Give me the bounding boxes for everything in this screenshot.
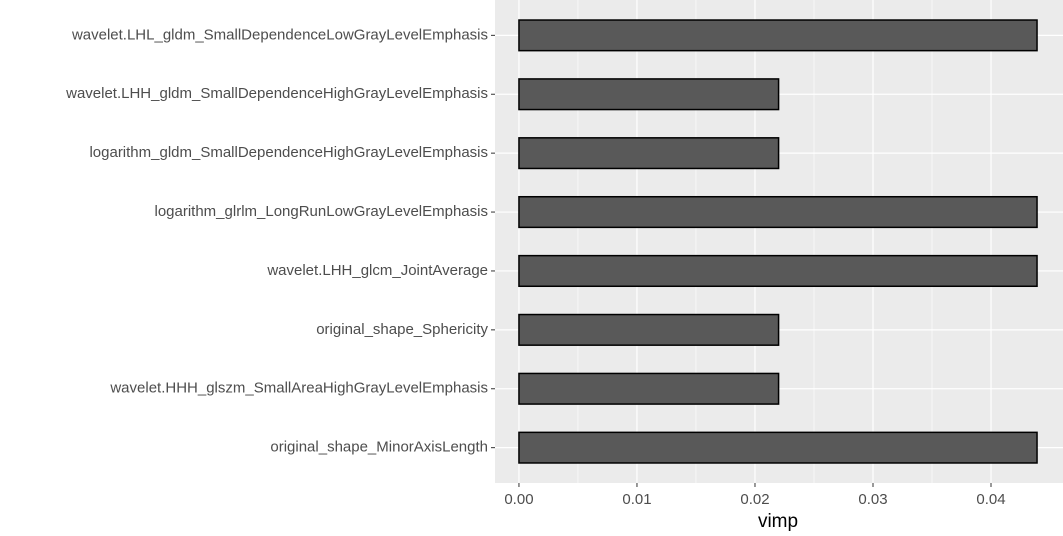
x-axis-title: vimp bbox=[758, 511, 798, 532]
y-tick-label: wavelet.LHL_gldm_SmallDependenceLowGrayL… bbox=[71, 26, 488, 43]
x-tick-label: 0.04 bbox=[976, 491, 1005, 508]
panel bbox=[495, 0, 1063, 483]
y-tick-label: logarithm_gldm_SmallDependenceHighGrayLe… bbox=[89, 144, 488, 161]
bar bbox=[518, 431, 1038, 464]
x-tick-label: 0.00 bbox=[504, 491, 533, 508]
bar bbox=[518, 19, 1038, 52]
x-tick-label: 0.01 bbox=[622, 491, 651, 508]
bar bbox=[518, 137, 780, 170]
y-tick-label: wavelet.HHH_glszm_SmallAreaHighGrayLevel… bbox=[109, 380, 488, 397]
y-tick-label: wavelet.LHH_gldm_SmallDependenceHighGray… bbox=[65, 85, 488, 102]
y-tick-label: wavelet.LHH_glcm_JointAverage bbox=[266, 262, 488, 279]
bar bbox=[518, 195, 1038, 229]
bar bbox=[518, 78, 780, 111]
x-tick-label: 0.02 bbox=[740, 491, 769, 508]
bar bbox=[518, 372, 780, 405]
y-tick-label: original_shape_MinorAxisLength bbox=[270, 439, 488, 456]
bar bbox=[518, 254, 1038, 288]
x-tick-label: 0.03 bbox=[858, 491, 887, 508]
bar bbox=[518, 313, 780, 346]
y-tick-label: logarithm_glrlm_LongRunLowGrayLevelEmpha… bbox=[154, 203, 488, 220]
y-tick-label: original_shape_Sphericity bbox=[316, 321, 488, 338]
